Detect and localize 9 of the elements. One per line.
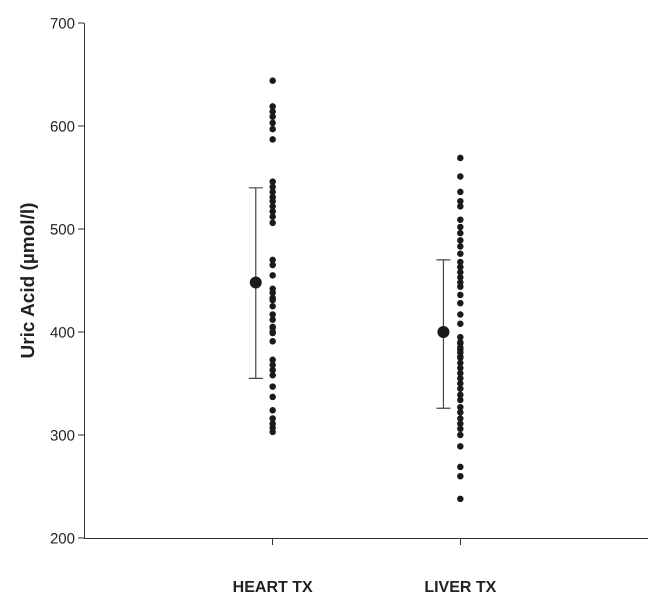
y-tick-label: 300 [50, 427, 75, 444]
y-tick-label: 500 [50, 221, 75, 238]
y-tick-label: 200 [50, 530, 75, 548]
x-tick-label: LIVER TX [424, 579, 497, 596]
y-tick-label: 600 [50, 118, 75, 136]
y-axis-title: Uric Acid (µmol/l) [18, 202, 39, 358]
y-tick-label: 700 [50, 15, 75, 32]
y-tick-label: 400 [50, 324, 75, 342]
x-tick-label: HEART TX [232, 579, 313, 596]
